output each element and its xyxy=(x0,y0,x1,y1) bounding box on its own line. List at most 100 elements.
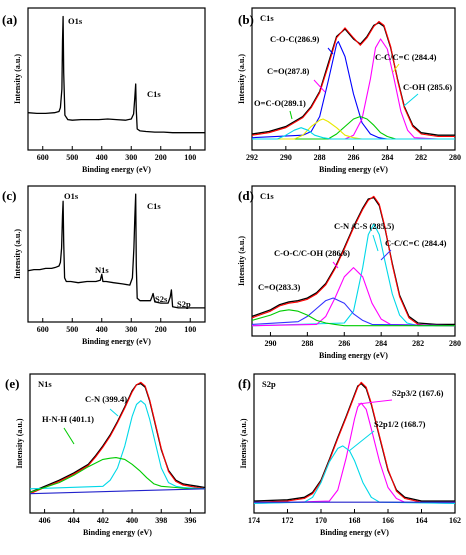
panel-letter: (a) xyxy=(2,12,17,27)
y-axis-title: Intensity (a.u.) xyxy=(15,418,24,468)
series-line xyxy=(252,127,455,140)
x-tick-label: 284 xyxy=(381,153,393,162)
component-label: S2p3/2 (167.6) xyxy=(392,388,444,398)
leader-line xyxy=(289,110,293,120)
leader-line xyxy=(372,234,379,252)
series-line xyxy=(29,400,206,490)
x-tick-label: 400 xyxy=(126,516,138,525)
leader-line xyxy=(63,427,75,445)
peak-annotation: C1s xyxy=(147,89,161,99)
panel-letter: (e) xyxy=(5,376,19,391)
x-tick-label: 282 xyxy=(412,339,424,348)
x-tick-label: 172 xyxy=(282,516,294,525)
peak-annotation: O1s xyxy=(68,16,83,26)
component-label: C=O(283.3) xyxy=(258,282,301,292)
x-tick-label: 170 xyxy=(315,516,327,525)
panel-title: S2p xyxy=(262,379,276,389)
x-axis-title: Binding energy (eV) xyxy=(82,165,151,174)
component-label: C-N (399.4) xyxy=(85,394,127,404)
x-tick-label: 284 xyxy=(375,339,387,348)
y-axis-title: Intensity (a.u.) xyxy=(239,418,248,468)
x-tick-label: 100 xyxy=(184,153,196,162)
series-line xyxy=(252,38,455,140)
series-line xyxy=(252,118,455,140)
leader-line xyxy=(392,63,400,73)
x-tick-label: 300 xyxy=(125,325,137,334)
x-tick-label: 396 xyxy=(184,516,196,525)
series-line xyxy=(251,223,455,327)
peak-annotation: S2s xyxy=(155,294,168,304)
leader-line xyxy=(380,249,392,261)
x-tick-label: 290 xyxy=(280,153,292,162)
series-line xyxy=(253,382,455,502)
x-tick-label: 280 xyxy=(449,339,461,348)
series-line xyxy=(27,15,205,134)
component-label: O=C-O(289.1) xyxy=(254,98,306,108)
series-line xyxy=(29,381,206,495)
x-tick-label: 500 xyxy=(66,153,78,162)
x-tick-label: 600 xyxy=(37,153,49,162)
panel-c: (c) 600 500 400 300 200 100 Binding energy (eV)… xyxy=(2,185,206,346)
x-tick-label: 200 xyxy=(155,325,167,334)
component-label: C-O-C(286.9) xyxy=(270,34,320,44)
component-label: C-C/C=C (284.4) xyxy=(375,52,437,62)
x-axis-title: Binding energy (eV) xyxy=(319,351,388,360)
panel-letter: (d) xyxy=(238,188,254,203)
series-line xyxy=(29,457,205,493)
plot-frame xyxy=(29,373,206,514)
x-tick-label: 280 xyxy=(449,153,461,162)
panel-title: C1s xyxy=(260,13,274,23)
x-tick-label: 402 xyxy=(97,516,109,525)
x-tick-label: 200 xyxy=(155,153,167,162)
peak-annotation: O1s xyxy=(64,191,79,201)
series-line xyxy=(29,488,206,495)
peak-annotation: N1s xyxy=(95,265,109,275)
x-axis-title: Binding energy (eV) xyxy=(320,528,389,537)
leader-line xyxy=(109,408,119,417)
leader-line xyxy=(403,93,419,107)
x-tick-label: 162 xyxy=(449,516,461,525)
panel-title: N1s xyxy=(38,379,52,389)
leader-line xyxy=(357,399,393,405)
x-tick-label: 406 xyxy=(39,516,51,525)
panel-title: C1s xyxy=(260,191,274,201)
x-tick-label: 288 xyxy=(314,153,326,162)
peak-annotation: S2p xyxy=(177,299,191,309)
x-tick-label: 400 xyxy=(96,325,108,334)
x-tick-label: 164 xyxy=(416,516,428,525)
x-axis-title: Binding energy (eV) xyxy=(82,337,151,346)
x-tick-label: 168 xyxy=(349,516,361,525)
panel-letter: (c) xyxy=(2,188,16,203)
component-label: C-OH (285.6) xyxy=(403,82,452,92)
y-axis-title: Intensity (a.u.) xyxy=(13,54,22,104)
plot-frame xyxy=(27,7,206,151)
x-tick-label: 292 xyxy=(246,153,258,162)
series-line xyxy=(27,193,205,309)
component-label: C-O-C/C-OH (286.6) xyxy=(274,248,350,258)
leader-line xyxy=(327,47,334,55)
leader-line xyxy=(348,430,375,452)
series-line xyxy=(253,402,456,504)
x-tick-label: 282 xyxy=(415,153,427,162)
component-label: S2p1/2 (168.7) xyxy=(374,419,426,429)
x-tick-label: 174 xyxy=(248,516,260,525)
series-line xyxy=(251,195,455,327)
component-label: C-C/C=C (284.4) xyxy=(385,238,447,248)
panel-d: (d) 290 288 286 284 282 280 Binding energy (eV)… xyxy=(237,185,461,360)
peak-annotation: C1s xyxy=(147,201,161,211)
plot-frame xyxy=(251,185,456,337)
panel-letter: (b) xyxy=(238,12,254,27)
x-tick-label: 290 xyxy=(264,339,276,348)
component-label: H-N-H (401.1) xyxy=(42,414,94,424)
leader-line xyxy=(313,79,326,93)
x-tick-label: 600 xyxy=(37,325,49,334)
plot-frame xyxy=(27,185,206,323)
series-line xyxy=(251,309,455,327)
series-line xyxy=(251,297,456,327)
panel-letter: (f) xyxy=(238,376,251,391)
x-tick-label: 288 xyxy=(301,339,313,348)
x-tick-label: 166 xyxy=(382,516,394,525)
y-axis-title: Intensity (a.u.) xyxy=(237,236,246,286)
y-axis-title: Intensity (a.u.) xyxy=(13,229,22,279)
